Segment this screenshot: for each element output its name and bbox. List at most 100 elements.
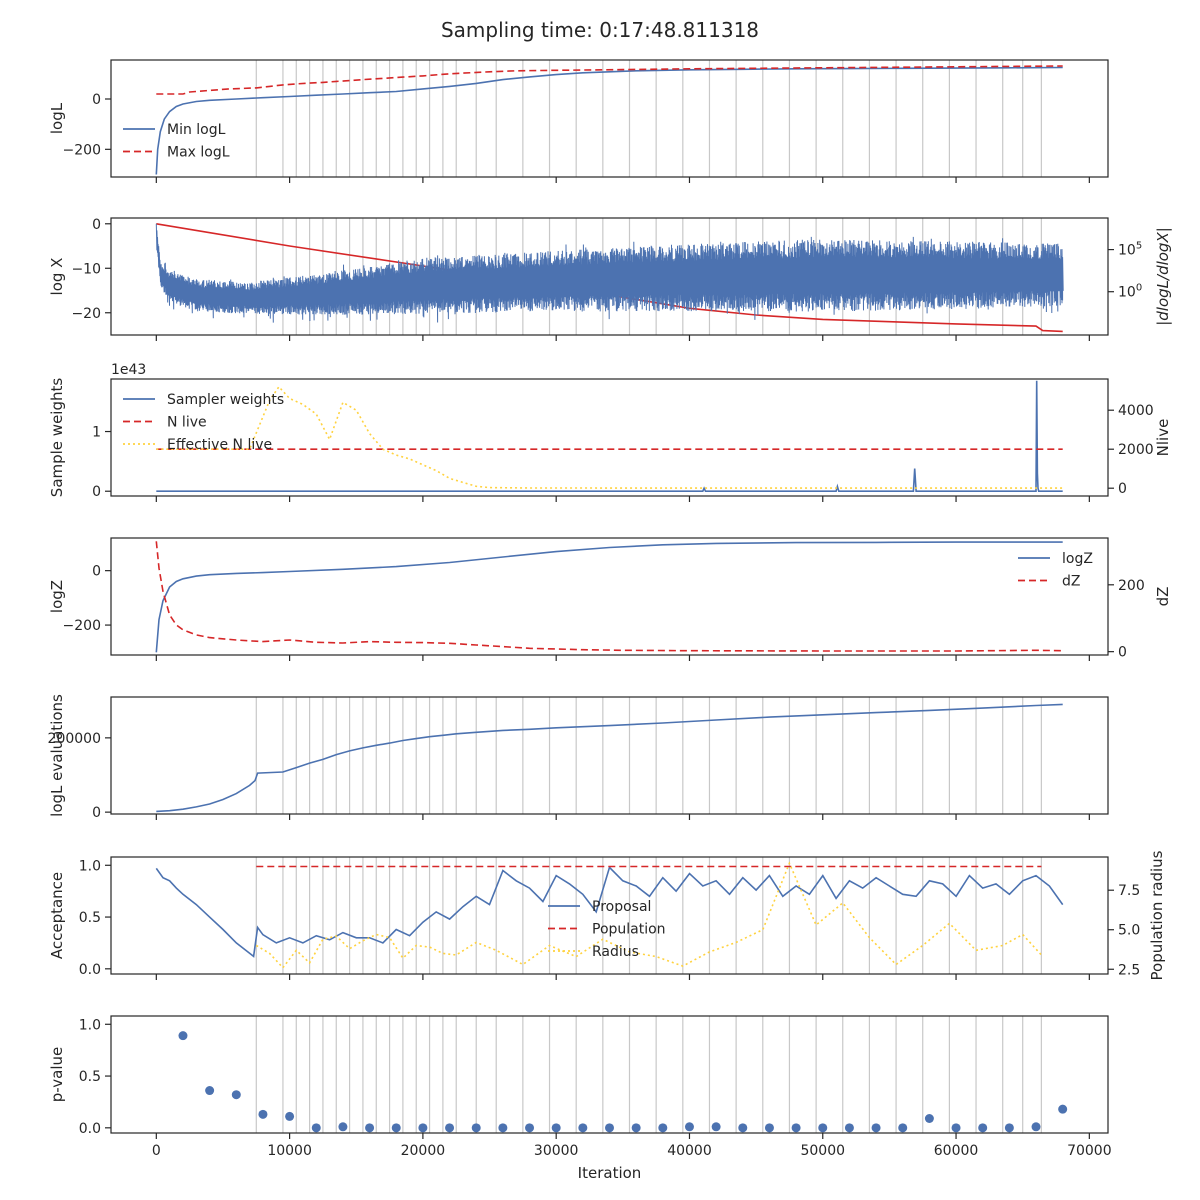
y-tick-label-right: 100 — [1118, 283, 1142, 301]
legend-label: Min logL — [167, 122, 226, 138]
panel-evals: 200000 0 logL evaluations — [48, 694, 1109, 821]
panel-pvalue: 0 10000 20000 30000 40000 50000 60000 70000 Iter… — [48, 1015, 1112, 1182]
plot-area-acceptance — [155, 857, 1064, 974]
legend-label: Population — [592, 922, 666, 938]
data-point — [205, 1086, 215, 1096]
plot-area-evals — [156, 697, 1063, 814]
data-point — [551, 1123, 561, 1133]
y-tick-label-right: 4000 — [1118, 403, 1154, 419]
series-line--dlogl-dlogx- — [155, 223, 1064, 323]
data-point — [285, 1111, 295, 1121]
legend: logZ dZ — [1018, 551, 1093, 590]
axes-frame — [110, 378, 1109, 497]
x-tick-label: 20000 — [401, 1143, 446, 1159]
y-axis-label: log X — [48, 258, 66, 296]
panel-logL: 0 −200 logL Min logL Max logL — [48, 59, 1109, 183]
panel-acceptance: 1.0 0.5 0.0 Acceptance 7.5 5.0 2.5 Population r… — [48, 850, 1166, 980]
y-tick-label: 0 — [92, 564, 101, 580]
data-point — [525, 1123, 535, 1133]
series-line-effective-n-live — [156, 385, 1063, 489]
y-axis-label: logZ — [48, 580, 66, 613]
series-line-logz — [155, 541, 1063, 653]
y-tick-label: 0 — [92, 484, 101, 500]
plot-area-pvalue — [178, 1016, 1068, 1133]
y-tick-label: 1.0 — [79, 858, 101, 874]
data-point — [178, 1031, 188, 1041]
y-axis-label-right: Nlive — [1154, 419, 1172, 457]
y-axis-label: Acceptance — [48, 872, 66, 959]
x-tick-label: 60000 — [934, 1143, 979, 1159]
data-point — [1004, 1123, 1014, 1133]
axes-frame — [110, 1015, 1109, 1134]
data-point — [658, 1123, 668, 1133]
y-tick-label: 0.0 — [79, 1121, 101, 1137]
legend-label: Effective N live — [167, 437, 272, 453]
data-point — [924, 1114, 934, 1124]
data-point — [738, 1123, 748, 1133]
y-axis-label: p-value — [48, 1047, 66, 1103]
data-point — [391, 1123, 401, 1133]
series-line-sampler-weights — [156, 380, 1063, 492]
data-point — [258, 1109, 268, 1119]
data-point — [445, 1123, 455, 1133]
y-tick-label-right: 0 — [1118, 481, 1127, 497]
data-point — [871, 1123, 881, 1133]
legend-label: Max logL — [167, 145, 230, 161]
legend: Sampler weights N live Effective N live — [123, 392, 284, 453]
legend-label: logZ — [1062, 551, 1093, 567]
series-line-logl-evaluations — [156, 703, 1063, 813]
x-axis-label: Iteration — [578, 1164, 642, 1182]
y-tick-label: 1 — [92, 425, 101, 441]
plot-area-logX — [155, 218, 1064, 335]
x-tick-label: 30000 — [534, 1143, 579, 1159]
legend-label: dZ — [1062, 574, 1080, 590]
legend: Proposal Population Radius — [548, 899, 666, 960]
y-tick-label-right: 0 — [1118, 645, 1127, 661]
series-line-dz — [155, 541, 1063, 652]
y-tick-label: −20 — [71, 306, 101, 322]
y-axis-label-right: Population radius — [1148, 850, 1166, 980]
y-axis-label-right: |dlogL/dlogX| — [1154, 227, 1172, 326]
series-line-proposal — [155, 865, 1064, 958]
data-point — [631, 1123, 641, 1133]
data-point — [1058, 1104, 1068, 1114]
x-tick-label: 70000 — [1067, 1143, 1112, 1159]
plot-area-logL — [155, 60, 1063, 177]
panel-weights: 1 0 Sample weights 4000 2000 0 Nlive 1e43 Sample… — [48, 362, 1172, 502]
data-point — [338, 1122, 348, 1132]
axes-frame — [110, 696, 1109, 815]
data-point — [605, 1123, 614, 1133]
data-point — [978, 1123, 988, 1133]
figure-title: Sampling time: 0:17:48.811318 — [440, 18, 760, 42]
series-line-max-logl — [156, 65, 1063, 95]
y-tick-label: 0 — [92, 805, 101, 821]
y-tick-label-right: 2000 — [1118, 442, 1154, 458]
data-point — [791, 1123, 801, 1133]
data-point — [578, 1123, 588, 1133]
y-axis-label: logL evaluations — [48, 694, 66, 817]
y-tick-label-right: 7.5 — [1118, 883, 1140, 899]
legend-label: Radius — [592, 944, 639, 960]
y-tick-label: 0 — [92, 92, 101, 108]
x-tick-label: 50000 — [800, 1143, 845, 1159]
y-tick-label-right: 2.5 — [1118, 962, 1140, 978]
data-point — [844, 1123, 854, 1133]
data-point — [818, 1123, 828, 1133]
legend-label: Proposal — [592, 899, 651, 915]
y-tick-label: 1.0 — [79, 1017, 101, 1033]
data-point — [898, 1123, 908, 1133]
data-point — [418, 1123, 428, 1133]
panel-logZ: 0 −200 logZ 200 0 dZ logZ dZ — [48, 537, 1172, 661]
legend: Min logL Max logL — [123, 122, 230, 161]
y-tick-label: −10 — [71, 261, 101, 277]
axes-frame — [110, 217, 1109, 336]
legend-label: Sampler weights — [167, 392, 284, 408]
y-tick-label: 0.0 — [79, 962, 101, 978]
axes-frame — [110, 59, 1109, 178]
axes-frame — [110, 856, 1109, 975]
data-point — [764, 1123, 774, 1133]
data-point — [1031, 1122, 1041, 1132]
data-point — [471, 1123, 481, 1133]
data-point — [684, 1122, 694, 1132]
